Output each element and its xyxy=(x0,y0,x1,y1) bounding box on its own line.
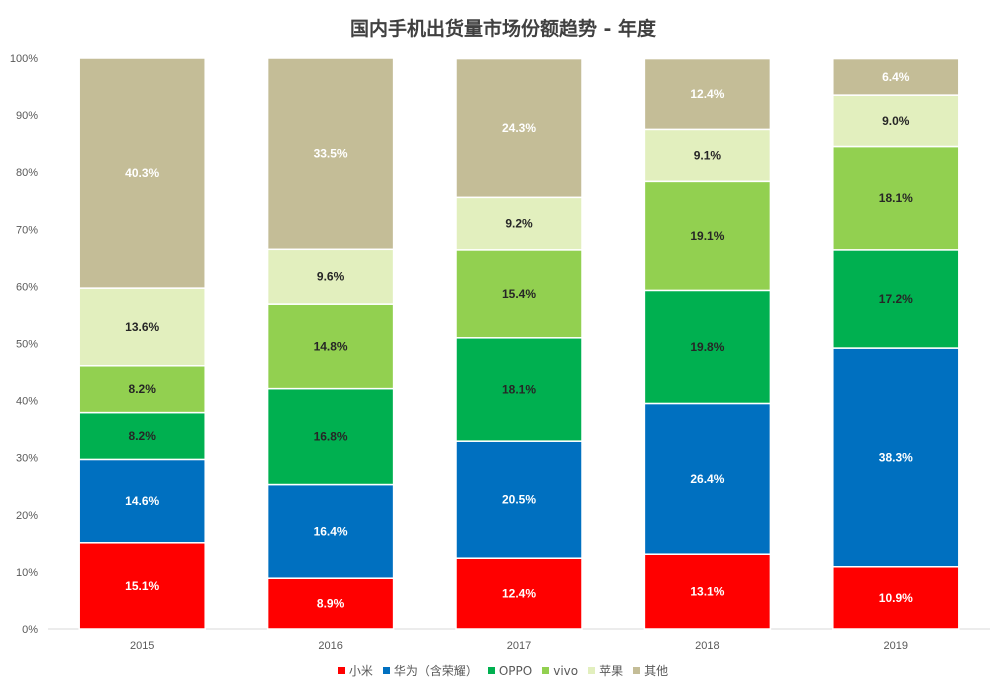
data-label: 9.1% xyxy=(694,148,722,162)
data-label: 17.2% xyxy=(879,292,913,306)
bar-segment xyxy=(266,57,395,251)
bar-segment xyxy=(266,248,395,305)
x-tick-label: 2018 xyxy=(695,640,719,652)
bar-segment xyxy=(455,440,583,559)
bar-segment xyxy=(78,57,206,289)
data-label: 19.8% xyxy=(690,340,724,354)
data-label: 13.1% xyxy=(690,585,724,599)
legend-item: 小米 xyxy=(337,662,373,679)
data-label: 6.4% xyxy=(882,70,910,84)
y-tick-label: 20% xyxy=(16,510,38,522)
bar-segment xyxy=(643,289,772,405)
bar-segment xyxy=(455,337,583,442)
legend-swatch xyxy=(633,667,641,674)
data-label: 8.2% xyxy=(129,382,157,396)
y-tick-label: 80% xyxy=(16,167,38,179)
data-label: 14.6% xyxy=(125,494,159,508)
data-labels: 15.1% 14.6% 8.2% 8.2% 13.6% 40.3% 8.9% 16.4% 16.… xyxy=(125,70,913,611)
data-label: 15.1% xyxy=(125,579,159,593)
bar-segment xyxy=(266,483,395,579)
bar-segment xyxy=(266,303,395,390)
bar-segment xyxy=(832,57,960,96)
data-label: 9.6% xyxy=(317,270,345,284)
data-label: 26.4% xyxy=(690,472,724,486)
data-label: 8.9% xyxy=(317,597,345,611)
bar-segment xyxy=(643,57,772,131)
data-label: 15.4% xyxy=(502,287,536,301)
bar-segment xyxy=(643,553,772,630)
bar-segment xyxy=(643,128,772,183)
legend-label: 苹果 xyxy=(599,664,624,678)
legend-label: vivo xyxy=(553,663,579,678)
legend-swatch xyxy=(382,667,390,674)
y-tick-label: 0% xyxy=(22,624,38,636)
x-tick-label: 2016 xyxy=(318,640,342,652)
bar-segment xyxy=(643,402,772,555)
x-tick-label: 2019 xyxy=(884,640,908,652)
bar-segment xyxy=(266,577,395,630)
legend-item: vivo xyxy=(542,662,578,679)
data-label: 19.1% xyxy=(690,229,724,243)
legend-swatch xyxy=(337,667,345,674)
data-label: 38.3% xyxy=(879,450,913,464)
legend: 小米 华为（含荣耀） OPPO vivo 苹果 其他 xyxy=(0,662,1006,679)
legend-label: 其他 xyxy=(644,664,669,678)
bar-segment xyxy=(455,249,583,339)
bar-segment xyxy=(266,387,395,486)
bar-segment xyxy=(832,347,960,568)
bar-segment xyxy=(455,557,583,630)
data-label: 13.6% xyxy=(125,320,159,334)
y-tick-label: 100% xyxy=(10,53,38,65)
bars xyxy=(78,57,960,630)
data-label: 24.3% xyxy=(502,121,536,135)
legend-label: 华为（含荣耀） xyxy=(393,664,478,678)
y-tick-label: 30% xyxy=(16,453,38,465)
data-label: 12.4% xyxy=(690,87,724,101)
data-label: 10.9% xyxy=(879,591,913,605)
legend-item: 华为（含荣耀） xyxy=(382,662,478,679)
bar-segment xyxy=(78,365,206,414)
data-label: 18.1% xyxy=(879,191,913,205)
y-tick-label: 90% xyxy=(16,110,38,122)
data-label: 8.2% xyxy=(129,429,157,443)
data-label: 9.0% xyxy=(882,114,910,128)
y-tick-label: 40% xyxy=(16,396,38,408)
legend-label: 小米 xyxy=(348,664,373,678)
legend-item: 苹果 xyxy=(588,662,623,679)
data-label: 40.3% xyxy=(125,166,159,180)
data-label: 14.8% xyxy=(314,339,348,353)
legend-swatch xyxy=(588,667,596,674)
bar-segment xyxy=(643,180,772,292)
chart-title: 国内手机出货量市场份额趋势 - 年度 xyxy=(349,18,657,40)
bar-segment xyxy=(832,145,960,251)
bar-segment xyxy=(78,542,206,630)
bar-segment xyxy=(78,458,206,544)
data-label: 16.4% xyxy=(314,524,348,538)
y-tick-label: 60% xyxy=(16,281,38,293)
legend-item: OPPO xyxy=(487,662,533,679)
data-label: 33.5% xyxy=(314,147,348,161)
y-tick-label: 70% xyxy=(16,224,38,236)
bar-segment xyxy=(832,249,960,349)
data-label: 20.5% xyxy=(502,493,536,507)
legend-label: OPPO xyxy=(498,663,533,678)
x-tick-label: 2015 xyxy=(130,640,154,652)
data-label: 16.8% xyxy=(314,430,348,444)
data-label: 9.2% xyxy=(505,217,533,231)
y-tick-label: 10% xyxy=(16,567,38,579)
legend-swatch xyxy=(542,667,550,674)
legend-item: 其他 xyxy=(633,662,668,679)
y-tick-label: 50% xyxy=(16,339,38,351)
bar-segment xyxy=(455,57,583,199)
legend-swatch xyxy=(487,667,495,674)
data-label: 12.4% xyxy=(502,587,536,601)
x-tick-label: 2017 xyxy=(507,640,531,652)
bar-segment xyxy=(78,411,206,461)
bar-segment xyxy=(832,566,960,630)
bar-segment xyxy=(455,196,583,251)
data-label: 18.1% xyxy=(502,382,536,396)
